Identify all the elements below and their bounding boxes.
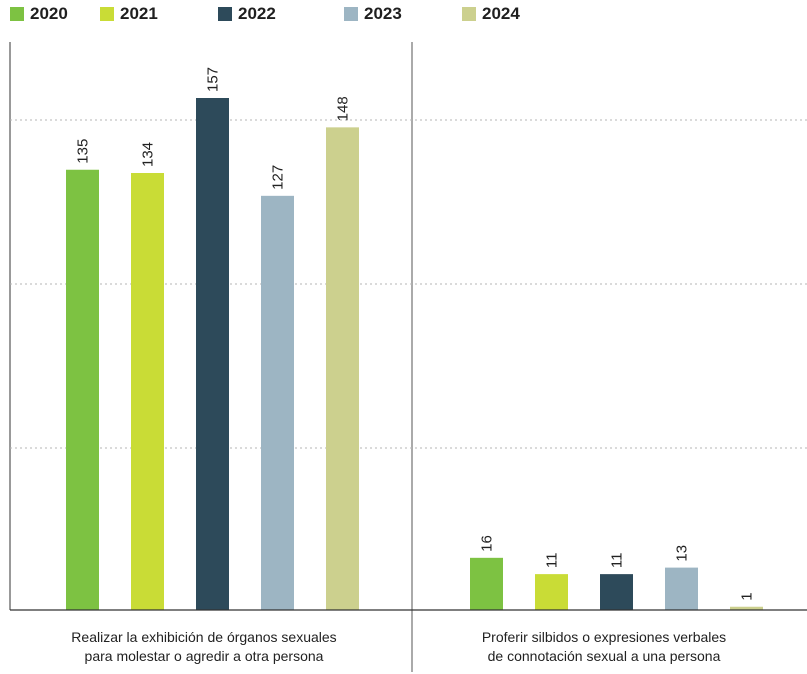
legend-label: 2020	[30, 4, 68, 23]
legend-item-2020: 2020	[10, 4, 68, 24]
bar-2022-cat1	[196, 98, 229, 610]
category-label-line-2: de connotación sexual a una persona	[487, 648, 721, 664]
bar-2024-cat2	[730, 606, 763, 610]
data-label-2020-cat2: 16	[479, 535, 496, 552]
data-label-2023-cat2: 13	[674, 545, 691, 562]
bar-2020-cat2	[470, 557, 503, 610]
category-label-line-2: para molestar o agredir a otra persona	[84, 648, 324, 664]
legend-label: 2023	[364, 4, 402, 23]
legend-item-2023: 2023	[344, 4, 402, 24]
legend-swatch	[10, 7, 24, 21]
data-label-2022-cat1: 157	[205, 67, 222, 92]
bar-2023-cat2	[665, 567, 698, 610]
bar-2022-cat2	[600, 574, 633, 610]
data-label-2023-cat1: 127	[270, 165, 287, 190]
bar-2023-cat1	[261, 195, 294, 610]
legend-label: 2021	[120, 4, 158, 23]
legend-item-2024: 2024	[462, 4, 520, 24]
data-label-2024-cat2: 1	[739, 592, 756, 600]
legend-label: 2024	[482, 4, 520, 23]
legend-swatch	[218, 7, 232, 21]
legend-item-2021: 2021	[100, 4, 158, 24]
category-label-line-1: Realizar la exhibición de órganos sexual…	[71, 629, 337, 645]
legend-swatch	[100, 7, 114, 21]
data-label-2020-cat1: 135	[75, 139, 92, 164]
bar-2024-cat1	[326, 127, 359, 611]
bar-2021-cat2	[535, 574, 568, 610]
data-label-2021-cat1: 134	[140, 142, 157, 167]
data-label-2024-cat1: 148	[335, 96, 352, 121]
data-label-2022-cat2: 11	[609, 553, 626, 569]
bar-2020-cat1	[66, 169, 99, 610]
data-label-2021-cat2: 11	[544, 553, 561, 569]
category-label-line-1: Proferir silbidos o expresiones verbales	[481, 629, 727, 645]
legend-swatch	[344, 7, 358, 21]
category-label-exhibicion: Realizar la exhibición de órganos sexual…	[4, 628, 404, 666]
legend-label: 2022	[238, 4, 276, 23]
category-label-silbidos: Proferir silbidos o expresiones verbales…	[404, 628, 804, 666]
legend-swatch	[462, 7, 476, 21]
bar-2021-cat1	[131, 173, 164, 611]
legend-item-2022: 2022	[218, 4, 276, 24]
